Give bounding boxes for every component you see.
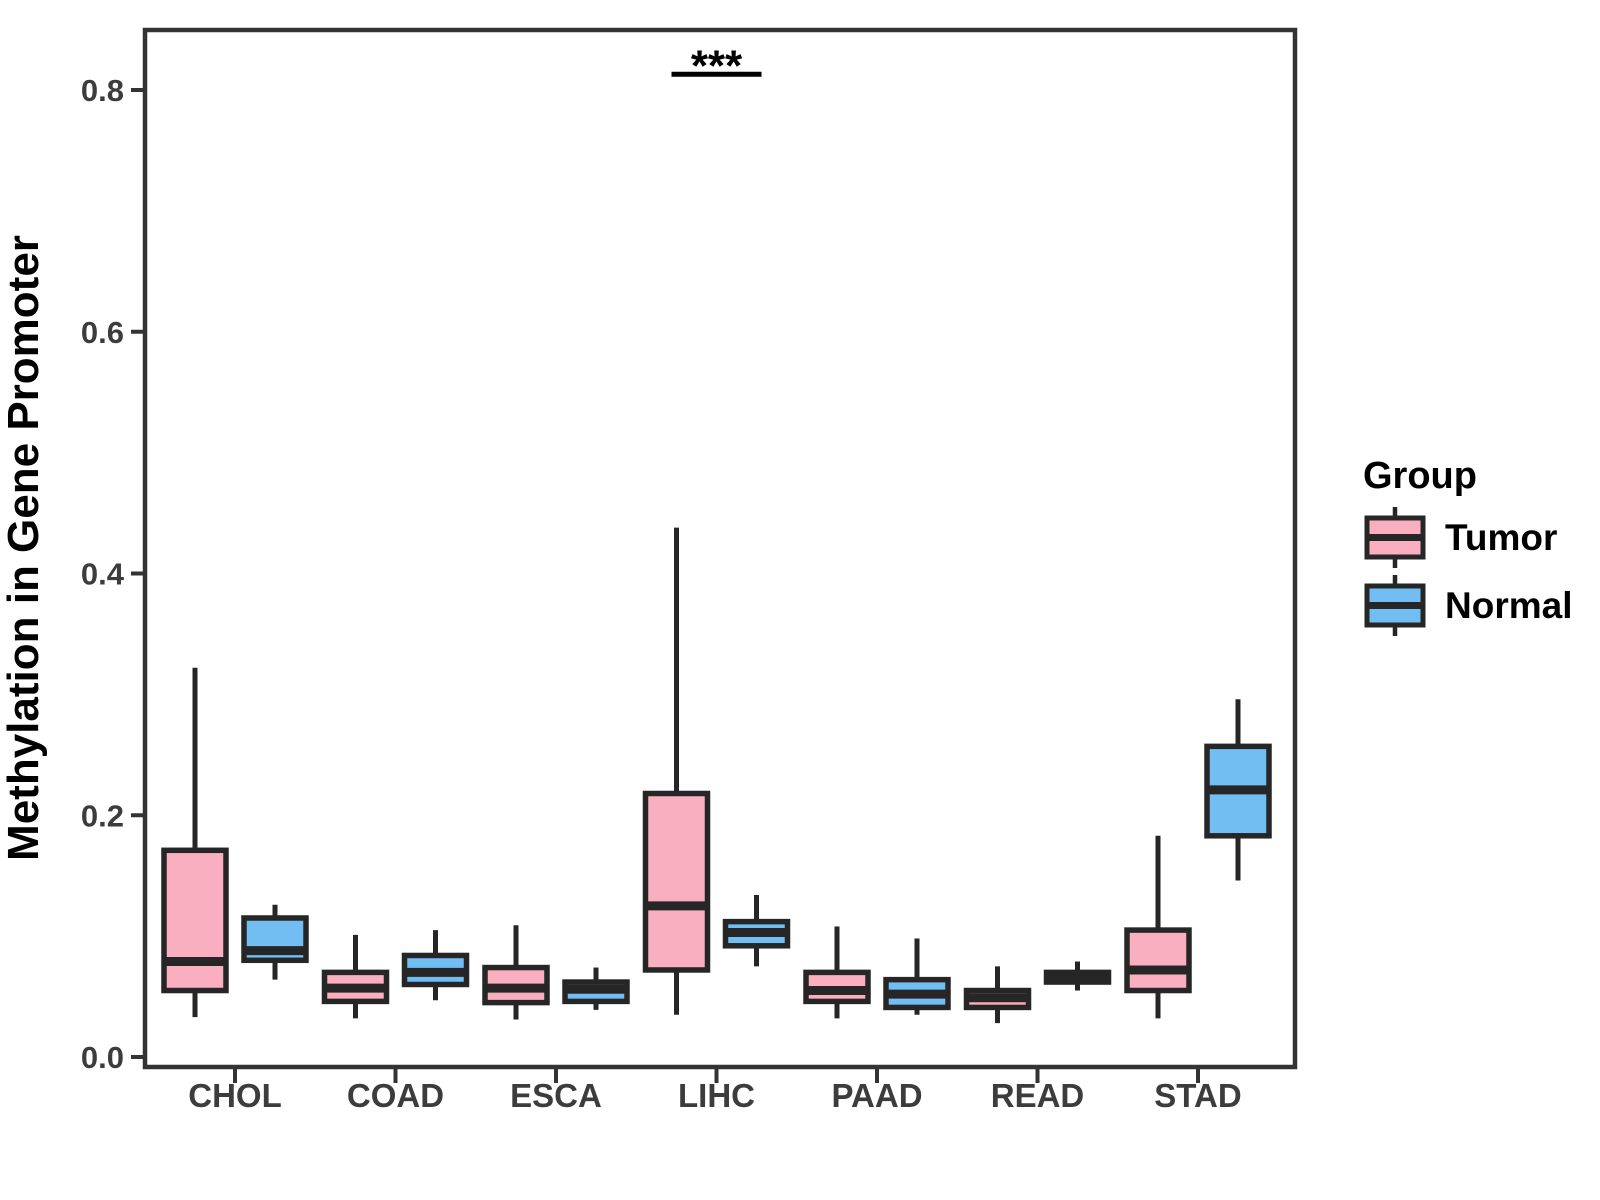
box-chol-tumor <box>161 667 229 1018</box>
y-tick-label: 0.8 <box>81 73 124 108</box>
significance-stars: *** <box>691 41 743 90</box>
y-tick-label: 0.2 <box>81 798 124 833</box>
box-coad-tumor <box>321 934 390 1019</box>
x-tick-label-stad: STAD <box>1154 1077 1241 1114</box>
x-tick-label-lihc: LIHC <box>678 1077 755 1114</box>
box-stad-normal <box>1204 699 1272 881</box>
boxplots <box>161 527 1272 1024</box>
legend-key-normal <box>1364 575 1426 636</box>
legend-label-tumor: Tumor <box>1445 517 1557 558</box>
y-axis: 0.0 0.2 0.4 0.6 0.8 <box>81 73 145 1075</box>
x-tick-label-read: READ <box>991 1077 1085 1114</box>
y-tick-label: 0.4 <box>81 557 125 592</box>
x-tick-label-paad: PAAD <box>831 1077 922 1114</box>
box-esca-tumor <box>482 925 550 1020</box>
significance-annotation: *** <box>671 41 762 90</box>
x-tick-label-coad: COAD <box>347 1077 444 1114</box>
y-tick-label: 0.0 <box>81 1040 124 1075</box>
legend-title: Group <box>1363 455 1477 497</box>
y-tick-label: 0.6 <box>81 315 124 350</box>
iqr-box <box>642 790 711 973</box>
iqr-box <box>1124 927 1192 994</box>
box-paad-tumor <box>803 926 871 1019</box>
box-paad-normal <box>883 938 951 1015</box>
box-read-normal <box>1043 961 1112 991</box>
box-read-tumor <box>963 966 1032 1024</box>
legend-key-tumor <box>1364 507 1426 568</box>
x-tick-label-esca: ESCA <box>510 1077 602 1114</box>
box-chol-normal <box>241 904 309 980</box>
box-coad-normal <box>401 930 470 1001</box>
x-tick-label-chol: CHOL <box>188 1077 282 1114</box>
y-axis-title: Methylation in Gene Promoter <box>0 235 48 861</box>
legend: Group Tumor Normal <box>1363 455 1572 636</box>
box-esca-normal <box>562 967 630 1010</box>
box-stad-tumor <box>1124 835 1192 1019</box>
box-lihc-tumor <box>642 527 711 1015</box>
plot-panel-border <box>142 27 1298 1070</box>
legend-label-normal: Normal <box>1445 585 1572 626</box>
iqr-box <box>161 847 229 994</box>
x-axis: CHOL COAD ESCA LIHC PAAD READ STAD <box>188 1067 1242 1114</box>
box-lihc-normal <box>722 895 791 967</box>
